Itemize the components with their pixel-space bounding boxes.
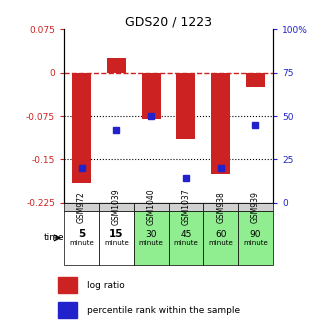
Bar <box>64 203 99 211</box>
Bar <box>238 211 273 265</box>
Text: 60: 60 <box>215 230 226 239</box>
Text: minute: minute <box>174 240 198 246</box>
Text: 45: 45 <box>180 230 192 239</box>
Text: log ratio: log ratio <box>87 281 125 290</box>
Text: GSM938: GSM938 <box>216 191 225 223</box>
Bar <box>134 211 169 265</box>
Bar <box>134 203 169 211</box>
Text: GSM1037: GSM1037 <box>181 188 190 225</box>
Bar <box>211 73 230 174</box>
Text: 15: 15 <box>109 229 124 239</box>
Text: minute: minute <box>208 240 233 246</box>
Text: 5: 5 <box>78 229 85 239</box>
Text: percentile rank within the sample: percentile rank within the sample <box>87 306 240 315</box>
Bar <box>238 203 273 211</box>
Bar <box>142 73 161 119</box>
Text: GSM1039: GSM1039 <box>112 188 121 225</box>
Bar <box>107 58 126 73</box>
Text: GSM972: GSM972 <box>77 191 86 223</box>
Text: minute: minute <box>104 240 129 246</box>
Title: GDS20 / 1223: GDS20 / 1223 <box>125 15 212 28</box>
Text: 90: 90 <box>250 230 261 239</box>
Bar <box>72 73 91 182</box>
Bar <box>99 203 134 211</box>
Bar <box>203 203 238 211</box>
Text: GSM1040: GSM1040 <box>147 188 156 225</box>
Bar <box>58 302 77 318</box>
Text: time: time <box>44 233 64 242</box>
Bar <box>246 73 265 87</box>
Bar <box>176 73 195 139</box>
Bar <box>169 211 203 265</box>
Text: 30: 30 <box>145 230 157 239</box>
Bar <box>169 203 203 211</box>
Text: minute: minute <box>243 240 268 246</box>
Text: GSM939: GSM939 <box>251 191 260 223</box>
Bar <box>64 211 99 265</box>
Bar <box>203 211 238 265</box>
Text: minute: minute <box>69 240 94 246</box>
Text: minute: minute <box>139 240 163 246</box>
Bar <box>99 211 134 265</box>
Bar <box>58 277 77 293</box>
